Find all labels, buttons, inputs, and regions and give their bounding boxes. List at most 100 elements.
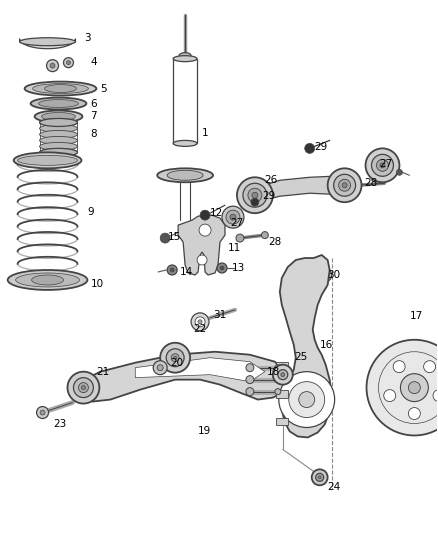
Circle shape <box>217 263 227 273</box>
Circle shape <box>396 169 403 175</box>
Text: 17: 17 <box>410 311 423 321</box>
Circle shape <box>37 407 49 418</box>
Text: 29: 29 <box>262 191 275 201</box>
Circle shape <box>81 385 85 390</box>
Circle shape <box>197 255 207 265</box>
Ellipse shape <box>366 148 399 182</box>
Text: 7: 7 <box>90 111 97 122</box>
Text: 1: 1 <box>202 128 208 139</box>
Circle shape <box>278 370 288 379</box>
Circle shape <box>316 473 324 481</box>
Ellipse shape <box>8 270 88 290</box>
Circle shape <box>220 266 224 270</box>
Circle shape <box>279 372 335 427</box>
Polygon shape <box>178 215 225 275</box>
Ellipse shape <box>42 112 75 120</box>
Circle shape <box>195 317 205 327</box>
Circle shape <box>167 265 177 275</box>
Circle shape <box>198 320 202 324</box>
Text: 25: 25 <box>294 352 307 362</box>
Ellipse shape <box>377 159 389 171</box>
Ellipse shape <box>342 183 347 188</box>
Ellipse shape <box>179 53 191 59</box>
Ellipse shape <box>252 192 258 198</box>
Ellipse shape <box>226 210 240 224</box>
Circle shape <box>299 392 314 408</box>
Ellipse shape <box>39 118 78 126</box>
Ellipse shape <box>39 148 78 156</box>
Ellipse shape <box>173 55 197 62</box>
Circle shape <box>200 210 210 220</box>
Ellipse shape <box>39 100 78 108</box>
Text: 29: 29 <box>314 142 328 152</box>
Text: 24: 24 <box>328 482 341 492</box>
Circle shape <box>46 60 59 71</box>
Text: 27: 27 <box>230 218 243 228</box>
Circle shape <box>251 198 259 206</box>
Circle shape <box>318 476 321 479</box>
Circle shape <box>305 143 314 154</box>
Ellipse shape <box>222 206 244 228</box>
Circle shape <box>275 389 281 394</box>
Ellipse shape <box>39 124 78 132</box>
Circle shape <box>318 268 332 282</box>
Circle shape <box>67 372 99 403</box>
Ellipse shape <box>39 118 78 126</box>
Text: 11: 11 <box>228 243 241 253</box>
Ellipse shape <box>39 142 78 150</box>
Circle shape <box>191 313 209 331</box>
Bar <box>276 417 288 425</box>
Circle shape <box>67 61 71 64</box>
Polygon shape <box>135 358 265 382</box>
Circle shape <box>323 273 326 277</box>
Circle shape <box>173 356 177 359</box>
Text: 21: 21 <box>96 367 110 377</box>
Circle shape <box>353 181 361 189</box>
Ellipse shape <box>230 214 236 220</box>
Circle shape <box>281 373 285 377</box>
Text: 3: 3 <box>85 33 91 43</box>
Circle shape <box>166 349 184 367</box>
Ellipse shape <box>14 152 81 168</box>
Text: 15: 15 <box>168 232 181 242</box>
Polygon shape <box>255 176 345 202</box>
Text: 27: 27 <box>379 159 393 169</box>
Circle shape <box>40 410 45 415</box>
Text: 12: 12 <box>210 208 223 218</box>
Circle shape <box>261 232 268 239</box>
Circle shape <box>246 364 254 372</box>
Text: 31: 31 <box>213 310 226 320</box>
Text: 18: 18 <box>267 367 280 377</box>
Text: 10: 10 <box>90 279 103 289</box>
Text: 30: 30 <box>328 270 341 280</box>
Ellipse shape <box>25 82 96 95</box>
Circle shape <box>408 382 420 393</box>
Ellipse shape <box>32 275 64 285</box>
Circle shape <box>384 390 396 401</box>
Bar <box>276 362 288 370</box>
Circle shape <box>367 340 438 435</box>
Polygon shape <box>20 39 75 49</box>
Circle shape <box>78 383 88 393</box>
Text: 14: 14 <box>180 267 193 277</box>
Text: 4: 4 <box>90 56 97 67</box>
Text: 5: 5 <box>100 84 107 94</box>
Ellipse shape <box>31 98 86 109</box>
Ellipse shape <box>339 179 350 191</box>
Circle shape <box>393 361 405 373</box>
Circle shape <box>275 365 281 370</box>
Ellipse shape <box>380 163 385 168</box>
Circle shape <box>433 390 438 401</box>
Text: 26: 26 <box>264 175 277 185</box>
Text: 9: 9 <box>88 207 94 217</box>
Polygon shape <box>280 255 332 438</box>
Circle shape <box>170 268 174 272</box>
Ellipse shape <box>173 140 197 147</box>
Circle shape <box>246 376 254 384</box>
Text: 20: 20 <box>170 358 183 368</box>
Circle shape <box>246 387 254 395</box>
Text: 22: 22 <box>193 324 206 334</box>
Bar <box>173 59 197 143</box>
Ellipse shape <box>16 273 79 287</box>
Ellipse shape <box>334 174 356 196</box>
